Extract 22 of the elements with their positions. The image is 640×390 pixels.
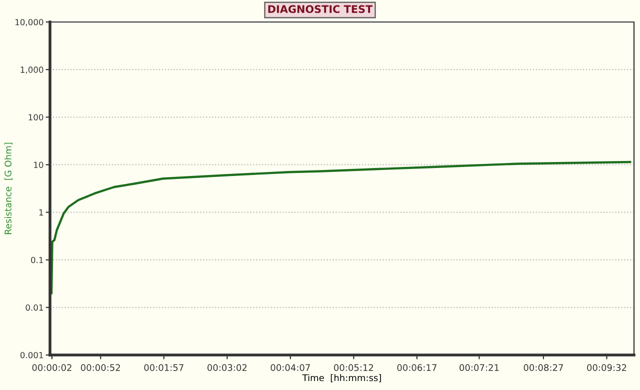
x-tick-label: 00:09:32 (587, 364, 626, 372)
y-tick-label: 100 (28, 114, 44, 120)
x-tick-label: 00:01:57 (144, 364, 184, 372)
y-tick-label: 0.001 (20, 352, 43, 358)
x-tick-label: 00:00:02 (32, 364, 72, 372)
x-axis-title: Time [hh:mm:ss] (302, 374, 381, 382)
x-tick-label: 00:08:27 (524, 364, 563, 372)
y-tick-label: 0.1 (31, 256, 43, 264)
y-axis-title: Resistance [G Ohm] (4, 142, 13, 234)
y-tick-label: 10 (34, 162, 44, 168)
y-tick-label: 0.01 (26, 304, 43, 311)
line-series (50, 160, 632, 294)
x-tick-label: 00:05:12 (334, 364, 374, 372)
chart-title: DIAGNOSTIC TEST (268, 5, 373, 14)
y-tick-label: 1,000 (20, 66, 44, 74)
x-tick-label: 00:07:21 (460, 364, 499, 372)
x-tick-label: 00:04:07 (270, 364, 310, 372)
y-tick-label: 10,000 (16, 18, 44, 26)
x-tick-label: 00:06:17 (397, 364, 436, 372)
x-tick-label: 00:03:02 (207, 364, 247, 372)
y-tick-label: 1 (39, 209, 43, 216)
x-tick-label: 00:00:52 (80, 364, 120, 372)
